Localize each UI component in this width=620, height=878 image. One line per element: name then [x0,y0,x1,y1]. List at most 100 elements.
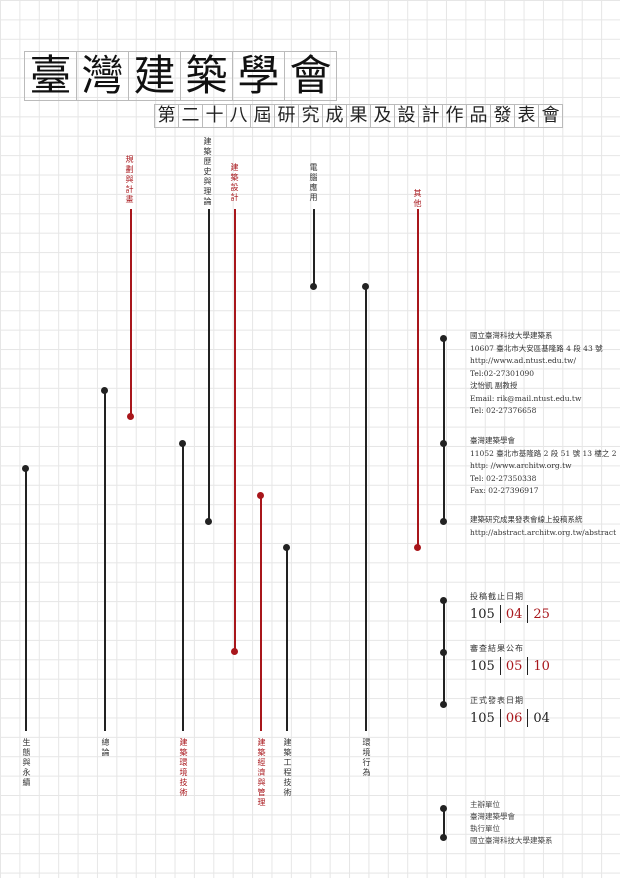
presentation-date: 105 06 04 [470,709,555,727]
submission-title: 建築研究成果發表會線上投稿系統 [470,515,583,524]
subtitle-char: 成 [322,104,347,128]
organizers-block: 主辦單位 臺灣建築學會 執行單位 國立臺灣科技大學建築系 [470,799,553,847]
society-block: 臺灣建築學會 11052 臺北市基隆路 2 段 51 號 13 樓之 2 htt… [470,435,617,498]
exec-dot [440,834,447,841]
society-website[interactable]: http: //www.architw.org.tw [470,461,572,470]
subtitle-char: 及 [370,104,395,128]
general-line [104,390,106,731]
page-title: 臺灣建築學會 [24,51,337,101]
deadline-month: 04 [505,606,523,622]
contact-email[interactable]: Email: rik@mail.ntust.edu.tw [470,393,582,403]
subtitle-char: 計 [418,104,443,128]
design-dot [231,648,238,655]
category-history-label: 建築歷史與理論 [203,137,212,207]
category-planning-label: 規劃與計畫 [125,155,134,205]
review-date: 105 05 10 [470,657,555,675]
date-separator [499,605,501,623]
title-char: 會 [284,51,337,101]
contact-person-phone: Tel: 02-27376658 [470,406,537,415]
contact-address: 10607 臺北市大安區基隆路 4 段 43 號 [470,343,603,353]
date-separator [527,605,529,623]
review-year: 105 [470,658,495,674]
submission-dot [440,518,447,525]
history-line [208,209,210,521]
engineering-line [286,547,288,731]
presentation-month: 06 [505,710,523,726]
title-char: 灣 [76,51,129,101]
computer-dot [310,283,317,290]
host-label: 主辦單位 [470,800,500,809]
subtitle-char: 究 [298,104,323,128]
presentation-day: 04 [533,710,550,726]
other-line [417,209,419,547]
submission-block: 建築研究成果發表會線上投稿系統 http://abstract.architw.… [470,514,616,539]
subtitle-char: 研 [274,104,299,128]
subtitle-char: 第 [154,104,179,128]
society-dot [440,440,447,447]
society-phone: Tel: 02-27350338 [470,473,537,483]
category-design-label: 建築設計 [230,163,239,203]
subtitle-char: 八 [226,104,251,128]
review-day: 10 [533,658,550,674]
contact-dept: 國立臺灣科技大學建築系 [470,331,553,340]
category-ecology-label: 生態與永續 [22,738,31,788]
subtitle-char: 二 [178,104,203,128]
planning-line [130,209,132,416]
date-dot-2 [440,649,447,656]
deadline-day: 25 [533,606,550,622]
date-separator [499,709,501,727]
category-environment-tech-label: 建築環境技術 [179,738,188,798]
date-dot-3 [440,701,447,708]
deadline-date: 105 04 25 [470,605,555,623]
category-general-label: 總論 [101,738,110,758]
host-name: 臺灣建築學會 [470,812,515,821]
history-dot [205,518,212,525]
title-char: 築 [180,51,233,101]
category-behavior-label: 環境行為 [362,738,371,778]
subtitle-char: 屆 [250,104,275,128]
presentation-label: 正式發表日期 [470,696,524,705]
category-other-label: 其他 [413,189,422,209]
subtitle-char: 表 [514,104,539,128]
subtitle-char: 會 [538,104,563,128]
info-timeline-line [443,338,445,521]
title-char: 臺 [24,51,77,101]
other-dot [414,544,421,551]
subtitle-char: 設 [394,104,419,128]
presentation-year: 105 [470,710,495,726]
subtitle-char: 品 [466,104,491,128]
contact-phone: Tel:02-27301090 [470,368,535,378]
society-address: 11052 臺北市基隆路 2 段 51 號 13 樓之 2 [470,448,617,458]
review-month: 05 [505,658,523,674]
subtitle-char: 發 [490,104,515,128]
deadline-year: 105 [470,606,495,622]
review-label: 審查結果公布 [470,644,524,653]
date-separator [527,709,529,727]
behavior-line [365,286,367,731]
economics-line [260,495,262,731]
title-char: 建 [128,51,181,101]
environment-tech-line [182,443,184,731]
date-separator [527,657,529,675]
society-fax: Fax: 02-27396917 [470,486,539,495]
category-economics-label: 建築經濟與管理 [257,738,266,808]
organizers-line [443,808,445,837]
deadline-label: 投稿截止日期 [470,592,524,601]
category-computer-label: 電腦應用 [309,163,318,203]
contact-website[interactable]: http://www.ad.ntust.edu.tw/ [470,356,576,365]
design-line [234,209,236,651]
title-char: 學 [232,51,285,101]
contact-block: 國立臺灣科技大學建築系 10607 臺北市大安區基隆路 4 段 43 號 htt… [470,330,603,418]
planning-dot [127,413,134,420]
subtitle-char: 十 [202,104,227,128]
page-subtitle: 第二十八屆研究成果及設計作品發表會 [154,104,563,128]
subtitle-char: 果 [346,104,371,128]
exec-label: 執行單位 [470,824,500,833]
subtitle-char: 作 [442,104,467,128]
ecology-line [25,468,27,731]
submission-url[interactable]: http://abstract.architw.org.tw/abstract [470,527,617,537]
society-name: 臺灣建築學會 [470,436,515,445]
exec-name: 國立臺灣科技大學建築系 [470,836,553,845]
contact-person: 沈怡凱 副教授 [470,381,518,390]
